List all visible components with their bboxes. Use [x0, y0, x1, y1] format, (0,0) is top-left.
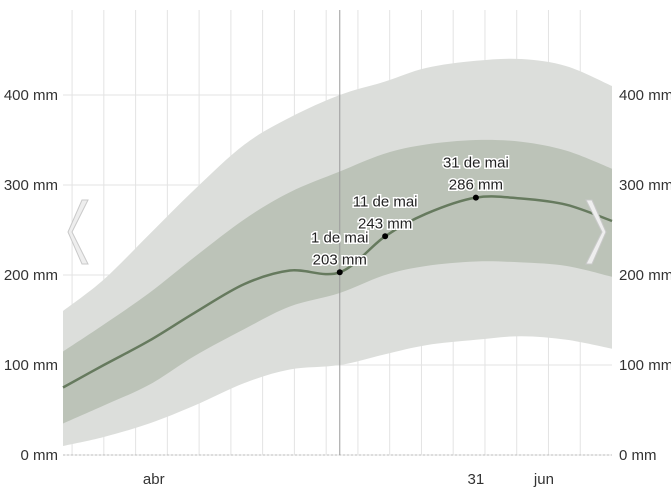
y-tick-label-left: 100 mm [4, 357, 58, 374]
y-axis-right: 0 mm 100 mm 200 mm 300 mm 400 mm [619, 87, 671, 464]
y-tick-label-right: 300 mm [619, 177, 671, 194]
prev-arrow[interactable] [67, 199, 89, 265]
y-tick-label-left: 200 mm [4, 267, 58, 284]
band-p25-p75 [63, 139, 612, 424]
y-axis-left: 0 mm 100 mm 200 mm 300 mm 400 mm [4, 87, 58, 464]
annotations: 1 de mai 203 mm 11 de mai 243 mm 31 de mai 28… [309, 153, 510, 276]
y-tick-label-left: 400 mm [4, 87, 58, 104]
x-axis: abr 31 jun [143, 471, 554, 488]
y-tick-label-left: 300 mm [4, 177, 58, 194]
annotation-value-label: 286 mm [449, 177, 503, 194]
annotation-date-label: 11 de mai [353, 193, 418, 210]
y-tick-label-right: 0 mm [619, 447, 657, 464]
chevron-right-icon [585, 199, 607, 265]
annotation-marker [472, 194, 479, 201]
y-tick-label-right: 400 mm [619, 87, 671, 104]
annotation-value-label: 203 mm [313, 251, 367, 268]
annotation-marker [382, 233, 389, 240]
x-tick-label: jun [533, 471, 554, 488]
next-arrow[interactable] [585, 199, 607, 265]
y-tick-label-right: 200 mm [619, 267, 671, 284]
annotation-marker [336, 269, 343, 276]
x-tick-label: 31 [468, 471, 485, 488]
annotation-date-label: 1 de mai [311, 229, 369, 246]
annotation-value-label: 243 mm [358, 215, 412, 232]
y-tick-label-right: 100 mm [619, 357, 671, 374]
annotation-date-label: 31 de mai [443, 155, 509, 172]
chevron-left-icon [67, 199, 89, 265]
y-tick-label-left: 0 mm [21, 447, 59, 464]
x-tick-label: abr [143, 471, 165, 488]
